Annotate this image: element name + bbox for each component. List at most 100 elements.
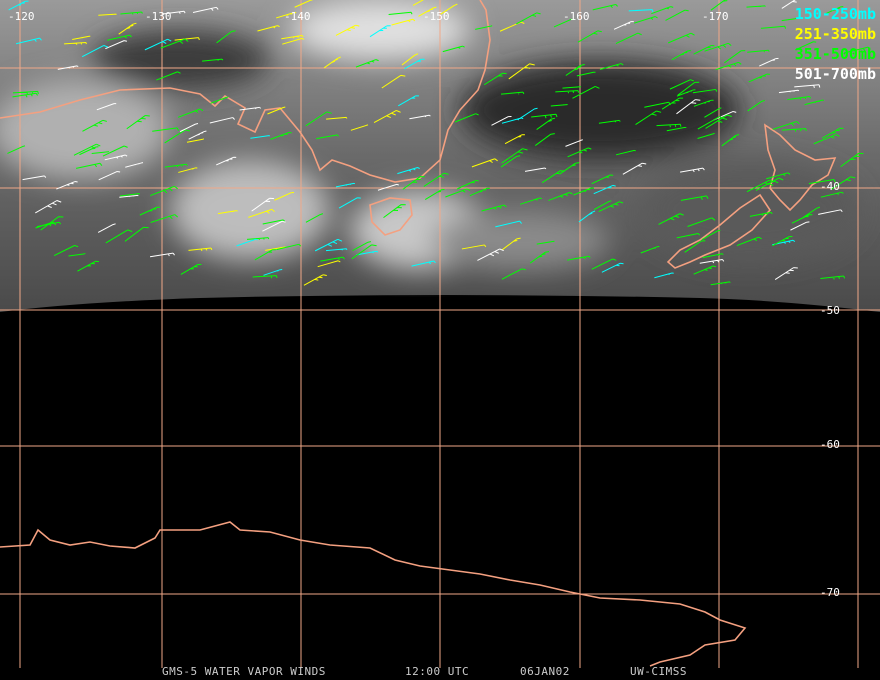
wind-barb <box>567 255 591 261</box>
wind-barb <box>164 129 191 144</box>
wind-barb <box>76 162 103 169</box>
legend: 150-250mb 251-350mb 351-500mb 501-700mb <box>795 5 876 83</box>
wind-barb <box>270 131 292 140</box>
wind-barb <box>755 177 784 191</box>
wind-barb <box>236 238 258 247</box>
wind-barb <box>352 241 372 251</box>
wind-barb <box>398 95 419 107</box>
wind-barb <box>687 217 716 227</box>
wind-barb <box>565 64 585 76</box>
wind-barb <box>601 262 624 273</box>
wind-barb <box>335 24 360 36</box>
wind-barb <box>802 206 821 219</box>
wind-barb <box>294 0 313 8</box>
wind-barb <box>747 49 770 53</box>
wind-barb <box>276 12 297 19</box>
wind-barb <box>150 185 179 197</box>
wind-barb <box>746 5 766 8</box>
wind-barb <box>82 119 107 132</box>
wind-barb <box>820 191 844 198</box>
wind-barb <box>656 123 682 128</box>
wind-barb <box>704 107 722 118</box>
nz-south-coast <box>666 193 772 269</box>
wind-barb <box>573 187 595 196</box>
wind-barb <box>676 233 701 239</box>
wind-barb <box>125 162 144 168</box>
wind-barb <box>178 167 198 173</box>
wind-barb <box>721 134 740 147</box>
wind-barb <box>192 6 219 13</box>
wind-barb <box>210 96 229 104</box>
wind-barb <box>553 18 574 28</box>
wind-barb <box>369 25 391 38</box>
wind-barb <box>440 3 458 15</box>
wind-barb <box>787 95 812 101</box>
wind-barb <box>107 34 132 41</box>
wind-barb <box>424 188 445 200</box>
wind-barb <box>209 117 235 124</box>
wind-barb <box>501 148 528 164</box>
cloud-texture <box>0 0 860 270</box>
labels: -120 -130 -140 -150 -160 -170 -40 -50 -6… <box>8 10 840 599</box>
wind-barb <box>98 170 121 181</box>
wind-barb <box>615 149 636 156</box>
wind-barb <box>161 10 186 15</box>
nz-north-coast <box>763 123 837 212</box>
wind-barb <box>576 71 596 77</box>
wind-barb <box>282 37 305 45</box>
wind-barb <box>565 139 583 147</box>
wind-barb <box>391 18 416 26</box>
wind-barb <box>774 267 798 280</box>
wind-barb <box>397 166 420 175</box>
wind-barb <box>251 197 275 212</box>
wind-barb <box>613 21 634 30</box>
wind-barb <box>830 176 856 191</box>
wind-barb <box>105 40 128 50</box>
wind-barb <box>325 248 348 252</box>
wind-barb <box>57 65 79 70</box>
wind-barb <box>578 210 596 223</box>
wind-barb <box>808 179 836 185</box>
wind-barb <box>442 45 465 53</box>
wind-barb <box>622 162 647 175</box>
wind-barb <box>772 121 800 130</box>
wind-barb <box>12 90 39 95</box>
wind-barb <box>7 145 26 154</box>
longitude-label: -140 <box>284 10 311 23</box>
wind-barb <box>640 246 660 254</box>
wind-barb <box>749 211 773 217</box>
wind-barb <box>456 179 479 190</box>
wind-barb <box>592 3 618 11</box>
wind-barb <box>401 53 419 66</box>
wind-barb <box>267 106 286 115</box>
wind-barb <box>8 0 29 11</box>
wind-barb <box>667 32 695 44</box>
legend-entry: 150-250mb <box>795 5 876 23</box>
wind-barb <box>693 44 715 55</box>
wind-barb <box>778 89 800 94</box>
latitude-label: -70 <box>820 586 840 599</box>
wind-barb <box>559 162 580 175</box>
wind-barb <box>747 99 765 112</box>
wind-barb <box>314 238 343 252</box>
wind-barb <box>180 264 202 275</box>
wind-barb <box>766 172 791 180</box>
wind-barb <box>96 103 117 111</box>
wind-barb <box>501 117 524 124</box>
wind-barb <box>628 9 654 13</box>
wind-barb <box>355 59 379 68</box>
wind-barb <box>475 25 493 30</box>
wind-barb <box>772 239 796 246</box>
latitude-label: -60 <box>820 438 840 451</box>
wind-barb <box>188 130 207 140</box>
wind-barb <box>202 58 224 62</box>
wind-barb <box>710 281 731 286</box>
wind-barb <box>124 226 149 242</box>
wind-barb <box>351 244 377 260</box>
wind-barb <box>320 256 345 262</box>
wind-barb <box>217 210 238 215</box>
wind-barb <box>504 134 525 145</box>
wind-barb <box>697 116 725 130</box>
